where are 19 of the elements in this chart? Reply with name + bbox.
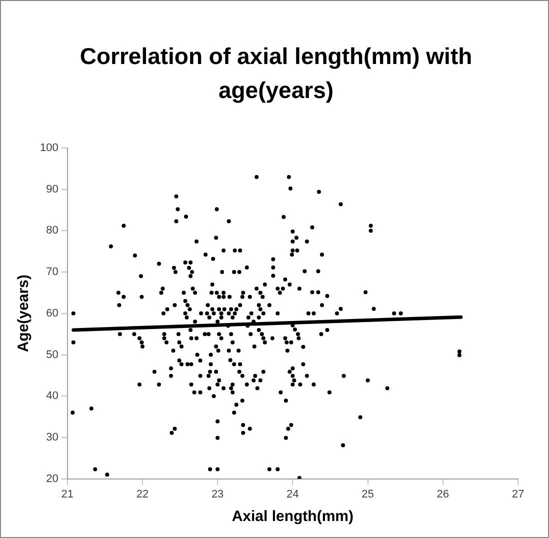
y-tick-label: 20	[46, 472, 58, 485]
y-tick-label: 30	[46, 431, 58, 444]
y-axis-title: Age(years)	[15, 274, 32, 352]
x-tick-label: 22	[136, 488, 149, 500]
x-tick-label: 27	[512, 488, 524, 500]
x-tick-label: 21	[61, 488, 74, 500]
x-tick-label: 26	[436, 488, 450, 500]
y-tick-label: 50	[46, 348, 58, 361]
y-tick-label: 90	[46, 183, 58, 196]
x-tick-label: 24	[286, 488, 299, 500]
x-tick-label: 23	[211, 488, 224, 500]
y-tick-label: 80	[46, 224, 58, 237]
y-tick-label: 60	[46, 307, 58, 320]
chart-title: Correlation of axial length(mm) with age(years)	[78, 42, 474, 105]
y-tick-label: 100	[40, 142, 58, 154]
x-axis-title: Axial length(mm)	[232, 508, 354, 526]
y-tick-label: 70	[46, 266, 58, 278]
y-tick-label: 40	[46, 390, 58, 402]
x-tick-label: 25	[362, 488, 374, 500]
